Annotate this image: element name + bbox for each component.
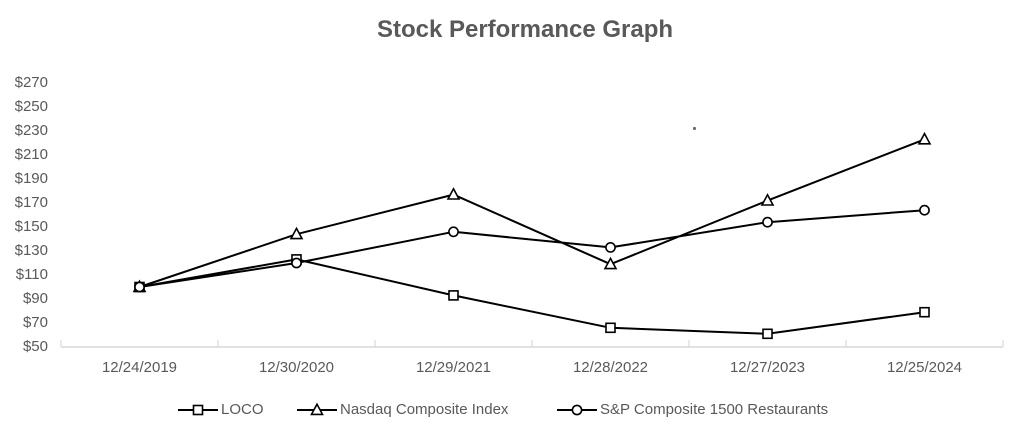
series-line-loco: [139, 258, 925, 335]
legend-item-s-p-composite-1500-restaurants: S&P Composite 1500 Restaurants: [557, 400, 828, 419]
y-axis-label: $70: [22, 314, 48, 331]
legend-item-nasdaq-composite-index: Nasdaq Composite Index: [297, 400, 508, 419]
y-axis-label: $250: [14, 98, 48, 115]
marker-circle-s-p-composite-1500-restaurants: [134, 281, 145, 293]
legend-label: LOCO: [221, 401, 264, 418]
marker-circle-s-p-composite-1500-restaurants: [448, 226, 459, 238]
marker-triangle-nasdaq-composite-index: [289, 226, 304, 240]
legend-item-loco: LOCO: [178, 400, 264, 419]
y-axis-label: $130: [14, 242, 48, 259]
marker-triangle-nasdaq-composite-index: [760, 193, 775, 206]
marker-circle-s-p-composite-1500-restaurants: [762, 216, 773, 228]
chart-title: Stock Performance Graph: [376, 16, 674, 43]
legend-label: S&P Composite 1500 Restaurants: [600, 401, 829, 418]
marker-circle-s-p-composite-1500-restaurants: [291, 257, 302, 269]
x-axis-label: 12/25/2024: [886, 359, 963, 376]
series-line-nasdaq-composite-index: [139, 138, 925, 288]
marker-triangle-nasdaq-composite-index: [603, 256, 618, 270]
legend-marker-circle: [557, 404, 597, 415]
marker-square-loco: [762, 328, 773, 340]
marker-square-loco: [605, 322, 616, 334]
y-axis-label: $110: [15, 266, 48, 283]
y-axis-label: $90: [22, 290, 48, 307]
legend-label: Nasdaq Composite Index: [340, 401, 509, 418]
y-axis-label: $190: [14, 170, 48, 187]
y-axis-label: $50: [22, 338, 48, 355]
x-axis-label: 12/27/2023: [729, 359, 806, 376]
marker-square-legend: [192, 404, 204, 415]
stray-dot-artifact: [693, 127, 696, 130]
marker-triangle-legend: [310, 402, 324, 415]
legend-marker-triangle: [297, 402, 337, 415]
x-axis-label: 12/30/2020: [258, 359, 335, 376]
x-axis-label: 12/28/2022: [572, 359, 649, 376]
marker-square-loco: [919, 306, 930, 318]
marker-triangle-nasdaq-composite-index: [917, 131, 932, 145]
y-axis-label: $210: [14, 146, 48, 163]
y-axis-label: $170: [14, 194, 48, 211]
marker-triangle-nasdaq-composite-index: [446, 187, 461, 200]
y-axis-label: $270: [14, 74, 48, 91]
legend-marker-square: [178, 404, 218, 415]
x-axis-label: 12/24/2019: [101, 359, 178, 376]
x-axis-label: 12/29/2021: [415, 359, 492, 376]
marker-circle-s-p-composite-1500-restaurants: [919, 204, 930, 216]
marker-circle-s-p-composite-1500-restaurants: [605, 241, 616, 253]
y-axis-label: $150: [14, 218, 48, 235]
marker-circle-legend: [571, 404, 583, 415]
series-line-s-p-composite-1500-restaurants: [139, 209, 925, 288]
y-axis-label: $230: [14, 122, 48, 139]
marker-square-loco: [448, 290, 459, 301]
